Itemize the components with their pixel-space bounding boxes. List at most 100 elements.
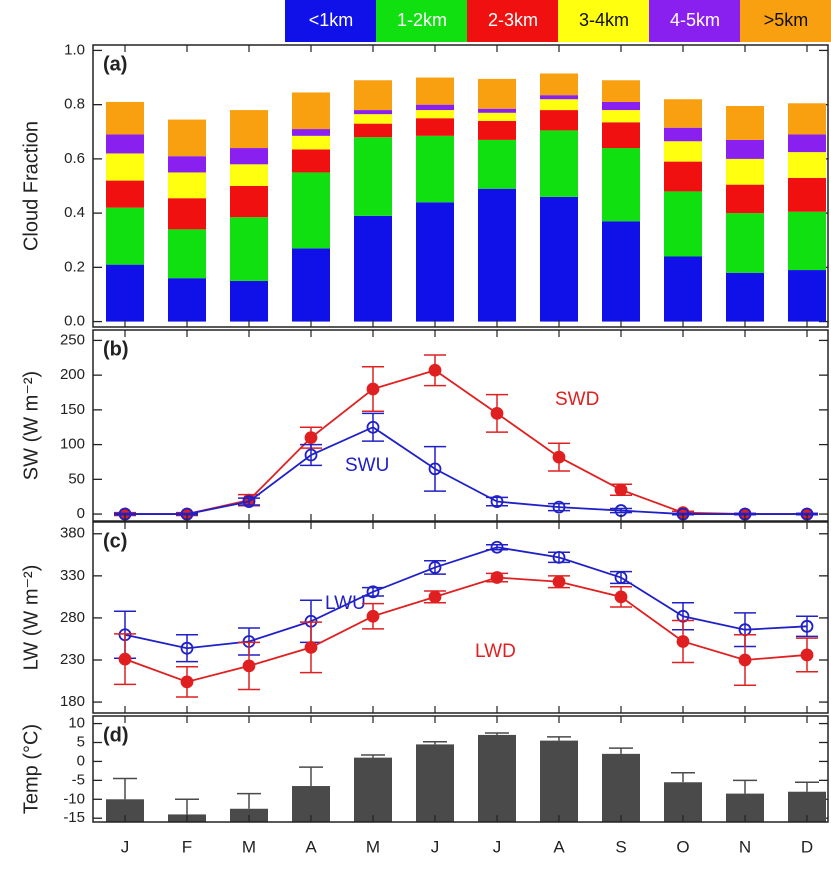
bar-segment (602, 101, 640, 111)
marker (428, 462, 442, 476)
legend-label: 3-4km (579, 10, 629, 30)
marker (242, 495, 256, 508)
y-tick-label: 0.4 (64, 204, 85, 221)
bar-segment (664, 99, 702, 128)
y-tick-label: 50 (68, 470, 85, 487)
bar-segment (230, 148, 268, 165)
marker (366, 420, 380, 434)
bar (416, 744, 454, 822)
bar-segment (664, 161, 702, 192)
bar-segment (106, 153, 144, 181)
bar-segment (664, 141, 702, 162)
marker (552, 450, 566, 464)
y-axis-label: Cloud Fraction (20, 121, 42, 251)
bar-segment (168, 156, 206, 173)
bar-segment (168, 278, 206, 322)
marker (304, 431, 318, 445)
bar-segment (788, 177, 826, 212)
bar-segment (168, 229, 206, 279)
marker (118, 652, 132, 666)
legend-label: >5km (764, 10, 809, 30)
marker (366, 585, 380, 599)
bar-segment (106, 180, 144, 208)
marker (552, 550, 566, 564)
bar-segment (292, 172, 330, 249)
marker (428, 363, 442, 377)
y-tick-label: 180 (60, 693, 85, 710)
bar-segment (540, 110, 578, 131)
series-label: LWD (475, 641, 516, 662)
y-tick-label: 150 (60, 401, 85, 418)
bar-segment (230, 217, 268, 281)
bar-segment (168, 172, 206, 199)
y-tick-label: 0.0 (64, 313, 85, 330)
bar-segment (726, 158, 764, 185)
series-label: SWD (555, 389, 599, 410)
x-tick-label: A (305, 837, 317, 856)
bar (478, 734, 516, 822)
bar-segment (106, 207, 144, 265)
bar-segment (416, 110, 454, 119)
marker (490, 571, 504, 584)
bar-segment (540, 196, 578, 322)
marker (242, 659, 256, 673)
bar (354, 757, 392, 822)
series-line (125, 369, 807, 515)
x-tick-label: A (553, 837, 565, 856)
bar-segment (230, 164, 268, 186)
bar-segment (540, 99, 578, 111)
marker (366, 382, 380, 396)
bar-segment (478, 120, 516, 140)
series-line (124, 546, 808, 650)
legend-swatch (740, 0, 831, 42)
y-axis-label: LW (W m⁻²) (20, 565, 42, 671)
series-line (125, 426, 807, 515)
x-tick-label: N (739, 837, 751, 856)
x-tick-label: M (242, 837, 256, 856)
legend-label: 4-5km (670, 10, 720, 30)
panel-label: (d) (103, 724, 129, 746)
marker (490, 540, 504, 554)
bar-segment (106, 101, 144, 135)
y-tick-label: 0.8 (64, 96, 85, 113)
bar-segment (416, 135, 454, 203)
legend-swatch (649, 0, 741, 42)
marker (490, 406, 504, 420)
y-tick-label: 250 (60, 331, 85, 348)
bar-segment (230, 186, 268, 218)
marker (676, 635, 690, 648)
marker (552, 500, 566, 514)
x-tick-label: J (121, 837, 130, 856)
bar-segment (726, 213, 764, 273)
bar-segment (602, 80, 640, 102)
bar-segment (354, 215, 392, 322)
bar-segment (230, 110, 268, 149)
bar-segment (726, 106, 764, 140)
bar (602, 753, 640, 822)
legend-label: 1-2km (397, 10, 447, 30)
y-tick-label: 0.6 (64, 150, 85, 167)
series-label: SWU (345, 455, 389, 476)
y-tick-label: -10 (63, 790, 85, 807)
marker (800, 648, 814, 662)
y-tick-label: 1.0 (64, 41, 85, 58)
y-tick-label: 330 (60, 567, 85, 584)
panel-label: (c) (103, 530, 127, 552)
bar-segment (292, 248, 330, 322)
series-line (124, 576, 808, 683)
marker (614, 571, 628, 584)
x-tick-label: J (431, 837, 440, 856)
bar-segment (602, 148, 640, 222)
y-tick-label: 10 (68, 715, 85, 732)
plot-frame (92, 715, 829, 823)
bar-segment (478, 108, 516, 113)
bar-segment (354, 114, 392, 124)
bar-segment (168, 198, 206, 230)
panel-label: (a) (103, 53, 127, 75)
marker (552, 575, 566, 589)
bar-segment (726, 139, 764, 159)
y-tick-label: 0 (77, 505, 85, 522)
marker (738, 653, 752, 667)
y-tick-label: 0 (77, 752, 85, 769)
